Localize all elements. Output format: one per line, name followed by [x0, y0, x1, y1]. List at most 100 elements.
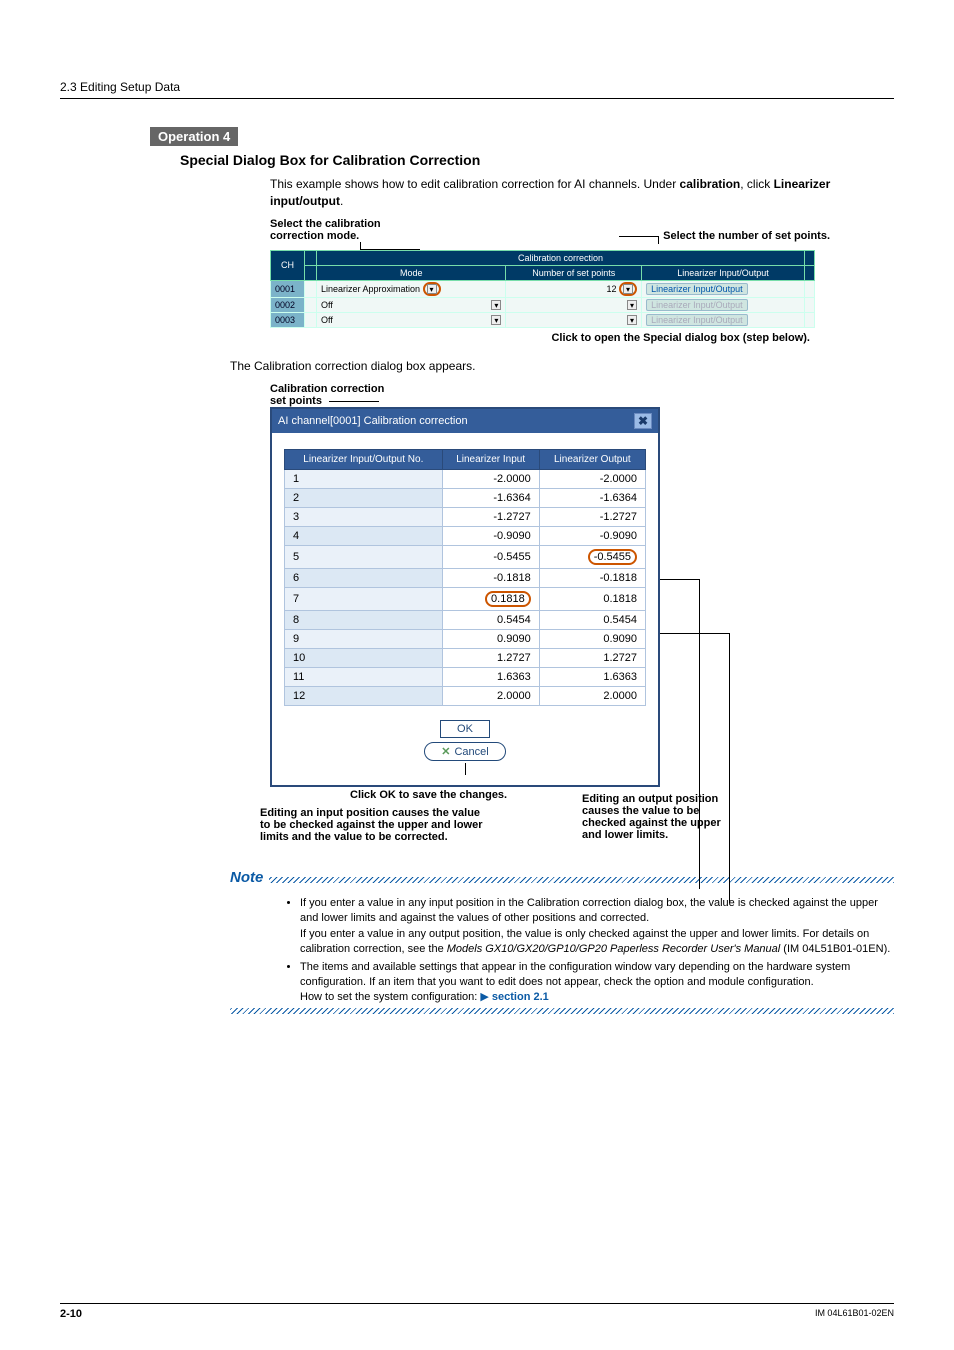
- cal-row-in[interactable]: -2.0000: [442, 470, 539, 489]
- cal-row-no: 10: [285, 649, 443, 668]
- cancel-button[interactable]: ✕ Cancel: [424, 742, 505, 761]
- footer-doc: IM 04L61B01-02EN: [815, 1308, 894, 1320]
- linearizer-io-button-disabled: Linearizer Input/Output: [646, 299, 748, 311]
- group-header: Calibration correction: [317, 250, 805, 265]
- note-models-italic: Models GX10/GX20/GP10/GP20 Paperless Rec…: [447, 943, 780, 955]
- cal-row-no: 3: [285, 508, 443, 527]
- cal-row-in[interactable]: -1.6364: [442, 489, 539, 508]
- annot-select-points-text: Select the number of set points.: [663, 230, 830, 242]
- annot-input-l2: to be checked against the upper and lowe…: [260, 819, 483, 831]
- dialog-title: AI channel[0001] Calibration correction: [278, 415, 468, 427]
- cal-row-no: 12: [285, 687, 443, 706]
- calibration-table: Linearizer Input/Output No. Linearizer I…: [284, 449, 646, 706]
- annot-select-points: Select the number of set points.: [619, 230, 830, 250]
- row-pts[interactable]: ▾: [506, 298, 642, 313]
- row-pts[interactable]: ▾: [506, 313, 642, 328]
- annot-output-l1: Editing an output position: [582, 793, 718, 805]
- cal-row-in[interactable]: -0.1818: [442, 569, 539, 588]
- row-btn: Linearizer Input/Output: [642, 280, 805, 298]
- annot-input-l1: Editing an input position causes the val…: [260, 807, 480, 819]
- link-section-2-1[interactable]: section 2.1: [492, 991, 549, 1003]
- page-footer: 2-10 IM 04L61B01-02EN: [60, 1303, 894, 1320]
- close-icon[interactable]: ✖: [634, 413, 652, 429]
- calibration-dialog: AI channel[0001] Calibration correction …: [270, 407, 660, 787]
- cal-row-out[interactable]: 0.1818: [539, 588, 645, 611]
- dialog-header: AI channel[0001] Calibration correction …: [272, 409, 658, 433]
- cal-row-out[interactable]: 0.5454: [539, 611, 645, 630]
- row-mode[interactable]: Off ▾: [317, 298, 506, 313]
- cal-row-in[interactable]: 0.1818: [442, 588, 539, 611]
- intro-part1: This example shows how to edit calibrati…: [270, 177, 680, 191]
- row-ch: 0003: [271, 313, 305, 328]
- cal-row-no: 5: [285, 546, 443, 569]
- ok-button[interactable]: OK: [440, 720, 490, 738]
- cal-row-out[interactable]: -1.6364: [539, 489, 645, 508]
- annot-input-l3: limits and the value to be corrected.: [260, 831, 448, 843]
- note-text-4: How to set the system configuration:: [300, 991, 477, 1003]
- cal-row-in[interactable]: -0.9090: [442, 527, 539, 546]
- col-io-no: Linearizer Input/Output No.: [285, 450, 443, 470]
- cal-row-in[interactable]: 0.9090: [442, 630, 539, 649]
- note-item-1: If you enter a value in any input positi…: [300, 896, 894, 958]
- intro-bold1: calibration: [680, 177, 741, 191]
- row-pts[interactable]: 12 ▾: [506, 280, 642, 298]
- col-io: Linearizer Input/Output: [642, 265, 805, 280]
- calibration-grid-table: CH Calibration correction Mode Number of…: [270, 250, 815, 329]
- annot-output-l4: and lower limits.: [582, 829, 668, 841]
- row-ch: 0002: [271, 298, 305, 313]
- cal-row-out[interactable]: -0.1818: [539, 569, 645, 588]
- annot-setpoints: Calibration correction set points: [270, 383, 894, 407]
- col-mode: Mode: [317, 265, 506, 280]
- row-mode[interactable]: Linearizer Approximation ▾: [317, 280, 506, 298]
- cal-row-in[interactable]: -1.2727: [442, 508, 539, 527]
- col-lin-in: Linearizer Input: [442, 450, 539, 470]
- annot-select-mode: Select the calibration correction mode.: [270, 218, 420, 250]
- note-heading: Note: [230, 869, 263, 886]
- cal-row-no: 6: [285, 569, 443, 588]
- note-text-3: The items and available settings that ap…: [300, 961, 850, 988]
- annot-setpoints-l1: Calibration correction: [270, 383, 384, 395]
- linearizer-io-button[interactable]: Linearizer Input/Output: [646, 283, 748, 295]
- cal-row-out[interactable]: -0.5455: [539, 546, 645, 569]
- cal-row-in[interactable]: 1.2727: [442, 649, 539, 668]
- section-title: Special Dialog Box for Calibration Corre…: [180, 152, 894, 168]
- breadcrumb: 2.3 Editing Setup Data: [60, 80, 894, 99]
- cal-row-out[interactable]: 0.9090: [539, 630, 645, 649]
- row-btn: Linearizer Input/Output: [642, 313, 805, 328]
- cal-row-no: 1: [285, 470, 443, 489]
- cal-row-out[interactable]: 1.2727: [539, 649, 645, 668]
- intro-mid: , click: [740, 177, 773, 191]
- cal-row-no: 2: [285, 489, 443, 508]
- annot-output-edit: Editing an output position causes the va…: [582, 793, 880, 843]
- cal-row-out[interactable]: -0.9090: [539, 527, 645, 546]
- cal-row-out[interactable]: 2.0000: [539, 687, 645, 706]
- annot-select-mode-l1: Select the calibration: [270, 218, 381, 230]
- annot-setpoints-l2: set points: [270, 395, 322, 407]
- cal-row-in[interactable]: 2.0000: [442, 687, 539, 706]
- cal-row-no: 7: [285, 588, 443, 611]
- para-dialog-appears: The Calibration correction dialog box ap…: [230, 358, 894, 375]
- intro-text: This example shows how to edit calibrati…: [270, 176, 894, 210]
- cal-row-in[interactable]: -0.5455: [442, 546, 539, 569]
- figure-calibration-grid: Select the calibration correction mode. …: [270, 218, 830, 345]
- col-lin-out: Linearizer Output: [539, 450, 645, 470]
- footer-page: 2-10: [60, 1308, 82, 1320]
- cal-row-in[interactable]: 1.6363: [442, 668, 539, 687]
- cal-row-in[interactable]: 0.5454: [442, 611, 539, 630]
- triangle-icon: ▶: [480, 991, 488, 1003]
- note-item-2: The items and available settings that ap…: [300, 960, 894, 1006]
- cancel-label: Cancel: [454, 746, 488, 758]
- cancel-x-icon: ✕: [441, 746, 450, 758]
- cal-row-out[interactable]: -1.2727: [539, 508, 645, 527]
- note-text-1: If you enter a value in any input positi…: [300, 897, 878, 924]
- cal-row-no: 8: [285, 611, 443, 630]
- annot-output-l2: causes the value to be: [582, 805, 699, 817]
- cal-row-no: 4: [285, 527, 443, 546]
- annot-select-mode-l2: correction mode.: [270, 230, 359, 242]
- note-list: If you enter a value in any input positi…: [260, 896, 894, 1006]
- operation-badge: Operation 4: [150, 127, 238, 146]
- row-mode[interactable]: Off ▾: [317, 313, 506, 328]
- caption-click-open: Click to open the Special dialog box (st…: [270, 332, 810, 344]
- cal-row-out[interactable]: 1.6363: [539, 668, 645, 687]
- cal-row-out[interactable]: -2.0000: [539, 470, 645, 489]
